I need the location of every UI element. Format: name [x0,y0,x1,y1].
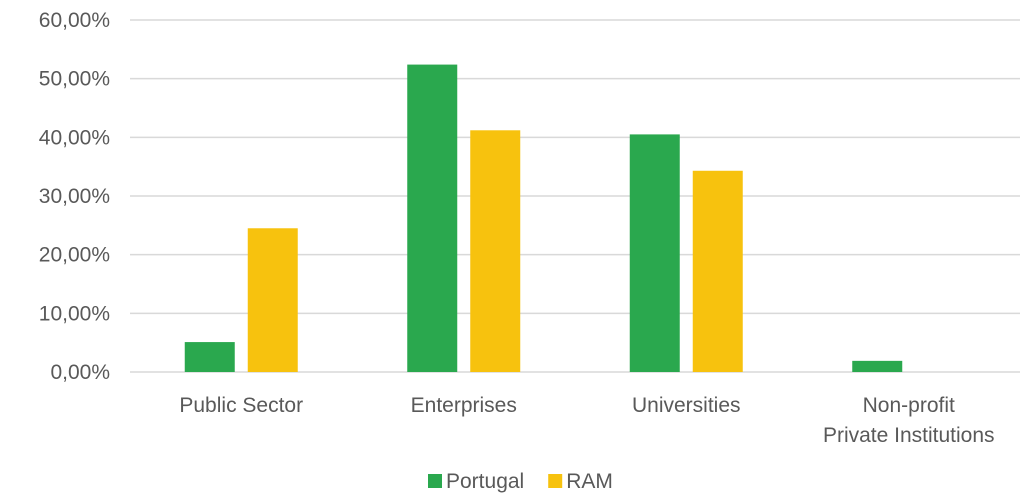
legend-swatch [548,474,563,488]
y-tick-label: 40,00% [39,126,110,149]
x-category-label: Public Sector [179,394,303,417]
x-category-label: Enterprises [411,394,517,417]
x-category-label: Universities [632,394,741,417]
legend-swatch [428,474,442,488]
y-axis-tick-labels: 0,00% 10,00% 20,00% 30,00% 40,00% 50,00% 60,00… [39,9,110,384]
y-tick-label: 60,00% [39,9,110,32]
bar-portugal [184,342,235,372]
x-axis-category-labels: Public Sector Enterprises Universities Non-… [179,394,994,447]
legend-item-ram: RAM [548,470,613,493]
bars [184,64,903,372]
bar-portugal [852,360,903,372]
x-category-label: Non-profit [863,394,955,417]
bar-ram [247,228,298,372]
y-tick-label: 10,00% [39,302,110,325]
legend-item-portugal: Portugal [428,470,524,493]
legend-label: RAM [566,470,613,493]
bar-ram [692,170,743,372]
y-tick-label: 0,00% [50,361,110,384]
legend: Portugal RAM [428,470,613,493]
bar-portugal [629,134,680,372]
bar-ram [470,130,521,372]
y-tick-label: 30,00% [39,185,110,208]
bar-portugal [407,64,458,372]
legend-label: Portugal [446,470,524,493]
x-category-label: Private Institutions [823,424,995,447]
y-tick-label: 50,00% [39,68,110,91]
y-tick-label: 20,00% [39,244,110,267]
